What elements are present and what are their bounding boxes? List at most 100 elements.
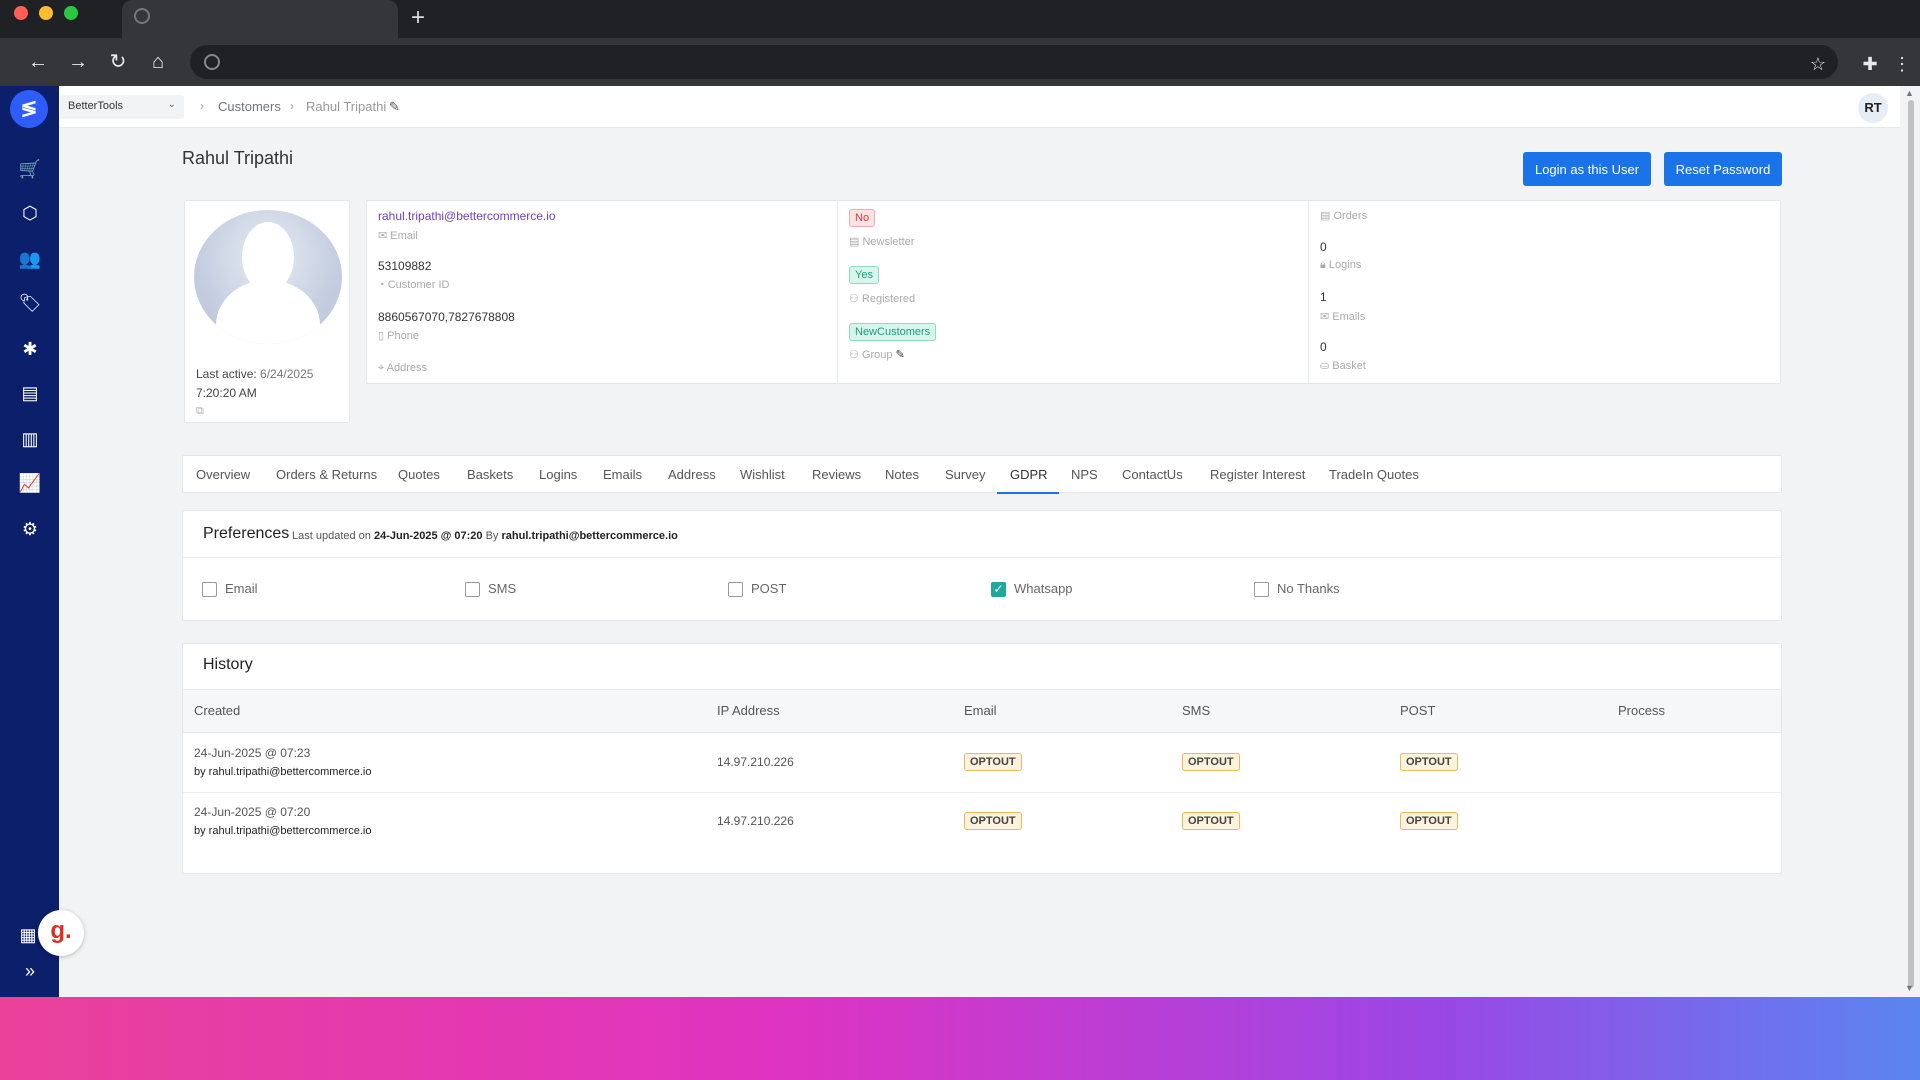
support-widget-icon[interactable]: g.	[38, 910, 84, 956]
tab-contactus[interactable]: ContactUs	[1122, 467, 1183, 482]
tab-address[interactable]: Address	[668, 467, 716, 482]
tab-reviews[interactable]: Reviews	[812, 467, 862, 482]
divider	[837, 201, 838, 383]
tab-baskets[interactable]: Baskets	[467, 467, 514, 482]
login-as-user-button[interactable]: Login as this User	[1523, 152, 1651, 186]
orders-icon: ▤	[1320, 210, 1331, 222]
users-icon[interactable]: 👥	[18, 249, 42, 269]
app-header	[59, 86, 1900, 128]
building-icon[interactable]: ▥	[21, 429, 39, 449]
sidebar	[0, 86, 59, 997]
maximize-window-icon[interactable]	[64, 6, 78, 20]
tab-overview[interactable]: Overview	[196, 467, 251, 482]
tab-bar	[182, 455, 1782, 493]
mail-icon: ✉	[1320, 311, 1330, 323]
bookmark-star-icon[interactable]: ☆	[1809, 54, 1827, 74]
newsletter-badge: No	[849, 209, 876, 227]
orders-label: ▤ Orders	[1320, 210, 1368, 222]
tab-orders-returns[interactable]: Orders & Returns	[276, 467, 378, 482]
customer-phone: 8860567070,7827678808	[378, 310, 515, 324]
newsletter-label: ▤ Newsletter	[849, 236, 915, 248]
back-icon[interactable]: ←	[28, 51, 48, 73]
avatar-placeholder	[194, 210, 342, 344]
app-logo[interactable]: ≶	[10, 90, 48, 128]
tab-emails[interactable]: Emails	[603, 467, 643, 482]
edit-group-icon[interactable]: ✎	[895, 349, 905, 361]
browser-tab[interactable]	[122, 0, 398, 38]
history-table-header	[183, 689, 1781, 733]
asterisk-icon[interactable]: ✱	[22, 339, 38, 359]
address-bar[interactable]	[190, 45, 1838, 79]
history-title: History	[203, 656, 253, 673]
reload-icon[interactable]: ↻	[109, 51, 127, 73]
last-active-date: 6/24/2025	[260, 367, 314, 381]
id-icon: ◔	[378, 279, 385, 291]
expand-sidebar-icon[interactable]: »	[24, 961, 35, 981]
sms-checkbox[interactable]	[465, 582, 480, 597]
extensions-icon[interactable]: ✚	[1862, 54, 1878, 74]
group-label: ⚇ Group ✎	[849, 349, 905, 361]
customer-email[interactable]: rahul.tripathi@bettercommerce.io	[378, 209, 556, 223]
no-thanks-checkbox-label: No Thanks	[1277, 581, 1340, 596]
chart-icon[interactable]: 📈	[18, 473, 42, 493]
tab-wishlist[interactable]: Wishlist	[740, 467, 785, 482]
active-tab-indicator	[997, 492, 1059, 494]
tab-notes[interactable]: Notes	[885, 467, 919, 482]
newsletter-icon: ▤	[849, 236, 860, 248]
tag-icon[interactable]: 🏷	[18, 293, 42, 313]
scroll-up-icon[interactable]: ▲	[1905, 88, 1914, 98]
store-selector-label: BetterTools	[68, 100, 124, 112]
column-ip-address: IP Address	[717, 703, 780, 718]
row-ip: 14.97.210.226	[717, 814, 794, 828]
emails-label: ✉ Emails	[1320, 311, 1366, 323]
email-checkbox-label: Email	[225, 581, 258, 596]
reset-password-button[interactable]: Reset Password	[1664, 152, 1782, 186]
preferences-card	[182, 510, 1782, 621]
emails-value: 1	[1320, 290, 1327, 304]
store-icon[interactable]: ▤	[21, 383, 39, 403]
scroll-down-icon[interactable]: ▼	[1905, 983, 1914, 993]
external-link-icon[interactable]: ⧉	[196, 405, 204, 417]
basket-value: 0	[1320, 340, 1327, 354]
tab-tradein-quotes[interactable]: TradeIn Quotes	[1329, 467, 1419, 482]
registered-label: ⚇ Registered	[849, 293, 916, 305]
user-avatar[interactable]: RT	[1858, 93, 1888, 123]
column-email: Email	[964, 703, 997, 718]
divider	[183, 792, 1781, 793]
tab-register-interest[interactable]: Register Interest	[1210, 467, 1306, 482]
minimize-window-icon[interactable]	[39, 6, 53, 20]
cart-icon[interactable]: 🛒	[18, 159, 42, 179]
new-tab-icon[interactable]: +	[410, 4, 425, 31]
tab-logins[interactable]: Logins	[539, 467, 578, 482]
box-icon[interactable]: ⬡	[22, 203, 38, 223]
tab-gdpr[interactable]: GDPR	[1010, 467, 1048, 482]
email-checkbox[interactable]	[202, 582, 217, 597]
forward-icon[interactable]: →	[68, 51, 88, 73]
last-active-label: Last active:	[196, 367, 257, 381]
store-selector[interactable]: BetterTools ⌄	[60, 95, 184, 119]
tab-nps[interactable]: NPS	[1071, 467, 1098, 482]
scrollbar-thumb[interactable]	[1908, 100, 1914, 988]
edit-icon[interactable]: ✎	[389, 99, 400, 114]
row-created: 24-Jun-2025 @ 07:23	[194, 746, 311, 760]
breadcrumb-customers[interactable]: Customers	[218, 99, 281, 114]
basket-icon: ⛀	[1320, 360, 1330, 372]
no-thanks-checkbox[interactable]	[1254, 582, 1269, 597]
close-window-icon[interactable]	[14, 6, 28, 20]
browser-menu-icon[interactable]: ⋮	[1893, 54, 1911, 74]
tab-survey[interactable]: Survey	[945, 467, 986, 482]
decorative-gradient-bar	[0, 997, 1920, 1080]
group-icon: ⚇	[849, 349, 859, 361]
home-icon[interactable]: ⌂	[151, 51, 165, 73]
row-email-status: OPTOUT	[964, 812, 1022, 830]
page-scrollbar[interactable]: ▲ ▼	[1900, 86, 1920, 997]
tab-quotes[interactable]: Quotes	[398, 467, 440, 482]
customer-id: 53109882	[378, 259, 432, 273]
registered-badge: Yes	[849, 266, 879, 284]
customer-id-label: ◔ Customer ID	[378, 279, 450, 291]
email-label: ✉ Email	[378, 230, 418, 242]
post-checkbox[interactable]	[728, 582, 743, 597]
apps-grid-icon[interactable]: ▦	[19, 925, 37, 945]
whatsapp-checkbox[interactable]: ✓	[991, 582, 1006, 597]
settings-icon[interactable]: ⚙	[21, 519, 39, 539]
